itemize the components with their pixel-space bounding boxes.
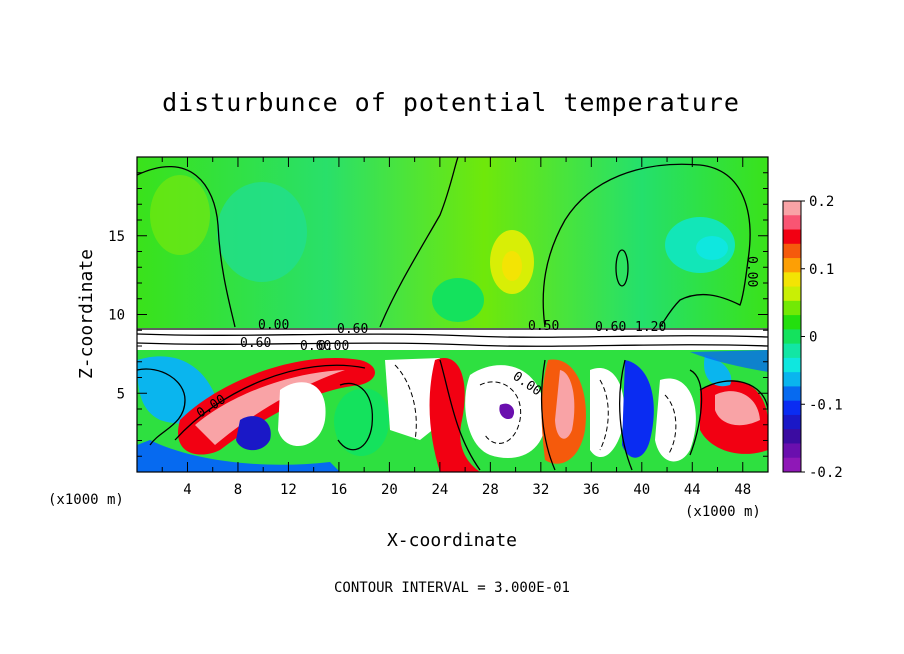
colorbar-swatch — [783, 258, 801, 273]
contour-label: 0.50 — [528, 319, 559, 334]
field-patch — [555, 370, 575, 439]
field-patch — [590, 368, 625, 458]
colorbar-tick-label: -0.1 — [809, 397, 843, 413]
contour-label: 0.60 — [300, 339, 331, 354]
field-patch — [690, 350, 768, 372]
field-patch — [195, 370, 345, 445]
colorbar-swatch — [783, 300, 801, 316]
field-patch — [499, 403, 515, 420]
colorbar-swatch — [783, 414, 801, 430]
contour-label: 0.60 — [240, 336, 271, 351]
transition-band — [137, 328, 768, 350]
contour-label: 1.20 — [635, 320, 666, 335]
contour-line — [439, 359, 481, 471]
contour-line — [664, 394, 677, 456]
contour-label: 0.00 — [744, 256, 759, 287]
y-axis: 5 10 15 — [108, 172, 768, 457]
x-tick-label: 8 — [234, 482, 242, 498]
colorbar-swatch — [783, 229, 801, 245]
contour-lines — [137, 157, 768, 471]
field-patch — [278, 382, 326, 447]
colorbar-swatch — [783, 400, 801, 416]
contour-interval-note: CONTOUR INTERVAL = 3.000E-01 — [334, 580, 570, 596]
colorbar-swatch — [783, 457, 801, 473]
y-tick-label: 10 — [108, 308, 125, 324]
contour-line — [479, 381, 522, 444]
colorbar-swatch — [783, 243, 801, 259]
colorbar-swatch — [783, 329, 801, 345]
colorbar-swatch — [783, 429, 801, 444]
colorbar-swatch — [783, 315, 801, 330]
x-axis-label: X-coordinate — [387, 530, 517, 551]
colorbar-swatch — [783, 286, 801, 302]
contour-line — [599, 379, 609, 451]
x-tick-label: 28 — [482, 482, 499, 498]
contour-line — [137, 165, 236, 328]
contour-line — [174, 364, 366, 441]
contour-line — [137, 342, 768, 347]
field-patch — [432, 278, 484, 322]
contour-line — [137, 333, 768, 338]
field-patch — [236, 416, 271, 451]
field-patch — [704, 355, 732, 387]
chart-title: disturbunce of potential temperature — [162, 88, 740, 117]
x-tick-label: 48 — [734, 482, 751, 498]
colorbar-tick-label: 0.2 — [809, 194, 834, 210]
x-unit-left: (x1000 m) — [48, 492, 124, 508]
x-tick-label: 20 — [381, 482, 398, 498]
contour-label: 0.00 — [318, 339, 349, 354]
field-patch — [502, 251, 522, 281]
colorbar-swatch — [783, 443, 801, 459]
colorbar-swatch — [783, 201, 801, 216]
contour-label: 0.00 — [258, 318, 289, 333]
colorbar-tick-label: 0.1 — [809, 262, 834, 278]
x-tick-label: 12 — [280, 482, 297, 498]
contour-line — [689, 369, 703, 456]
field-patch — [622, 360, 654, 458]
colorbar-swatch — [783, 215, 801, 231]
contour-line — [699, 380, 768, 411]
x-axis: 4 8 12 16 20 24 28 32 36 40 44 48 — [161, 157, 769, 498]
plot-field — [137, 157, 768, 472]
x-tick-label: 36 — [583, 482, 600, 498]
colorbar-swatch — [783, 343, 801, 359]
colorbar-tick-label: -0.2 — [809, 465, 843, 481]
contour-label: 0.60 — [595, 320, 626, 335]
x-tick-label: 44 — [684, 482, 701, 498]
colorbar-swatch — [783, 357, 801, 373]
contour-line — [137, 368, 186, 446]
field-patch — [696, 236, 728, 260]
field-patch — [715, 391, 760, 426]
colorbar-swatch — [783, 272, 801, 288]
x-tick-label: 32 — [532, 482, 549, 498]
colorbar: 0.2 0.1 0 -0.1 -0.2 — [782, 194, 843, 481]
x-unit-right: (x1000 m) — [685, 504, 761, 520]
y-tick-label: 5 — [117, 386, 125, 402]
field-patch — [150, 175, 210, 255]
contour-line — [394, 364, 417, 441]
x-tick-label: 24 — [431, 482, 448, 498]
colorbar-swatch — [783, 386, 801, 402]
contour-line — [379, 157, 459, 328]
y-axis-label: Z-coordinate — [76, 249, 97, 379]
contour-line — [540, 359, 556, 471]
contour-line — [615, 249, 629, 287]
y-tick-label: 15 — [108, 229, 125, 245]
contour-line — [337, 382, 374, 451]
field-patch — [217, 182, 307, 282]
colorbar-tick-label: 0 — [809, 330, 817, 346]
contour-line — [619, 359, 633, 471]
contour-line — [542, 163, 751, 328]
contour-label: 0.60 — [337, 322, 368, 337]
colorbar-swatch — [783, 372, 801, 387]
negative-contour-lines — [394, 364, 677, 456]
field-patch — [385, 358, 445, 440]
x-tick-label: 40 — [633, 482, 650, 498]
field-patch — [334, 388, 390, 457]
x-tick-label: 4 — [183, 482, 191, 498]
contour-labels: 0.00 0.60 0.60 0.00 0.60 0.00 0.50 0.60 … — [194, 256, 759, 421]
x-tick-label: 16 — [330, 482, 347, 498]
